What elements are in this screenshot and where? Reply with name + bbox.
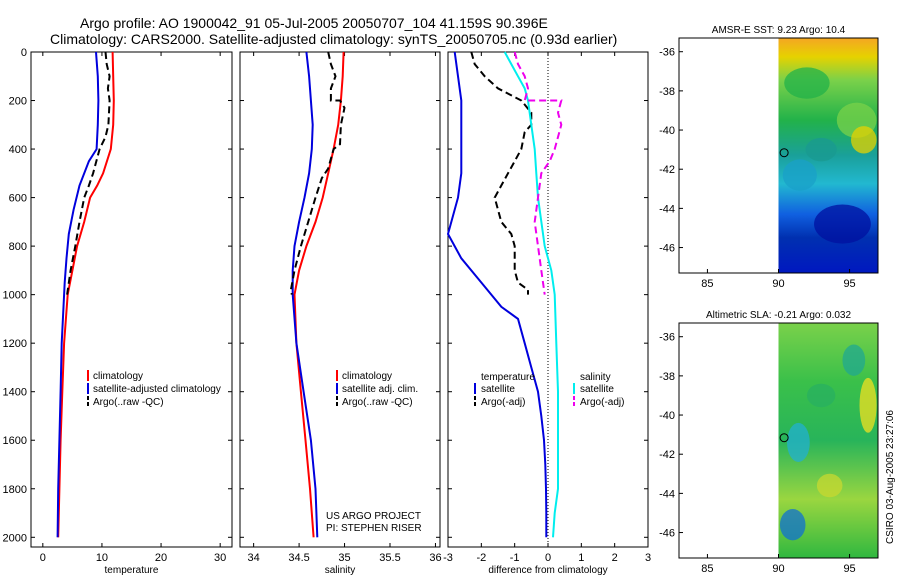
y-tick-label: 1600 xyxy=(3,435,27,447)
y-tick-label: 2000 xyxy=(3,532,27,544)
y-tick-label: 600 xyxy=(9,193,27,205)
x-tick-label: 34 xyxy=(248,552,260,564)
series-line-climatology xyxy=(57,51,115,538)
x-tick-label: 35 xyxy=(338,552,350,564)
y-tick-label: 800 xyxy=(9,241,27,253)
salinity-panel: 34 34.5 35 35.5 36 salinity climatology satelli… xyxy=(239,51,442,576)
map-feature xyxy=(779,509,806,541)
legend-label: Argo(-adj) xyxy=(481,397,525,408)
map-feature xyxy=(784,67,830,99)
title-line-1: Argo profile: AO 1900042_91 05-Jul-2005 … xyxy=(80,15,548,31)
x-tick-label: -1 xyxy=(510,552,520,564)
x-tick-label: 0 xyxy=(545,552,551,564)
legend-label: satellite adj. clim. xyxy=(342,384,418,395)
title-line-2: Climatology: CARS2000. Satellite-adjuste… xyxy=(50,31,617,47)
legend-label: Argo(-adj) xyxy=(580,397,624,408)
axes-frame xyxy=(447,51,649,548)
pi-credit: PI: STEPHEN RISER xyxy=(326,523,422,534)
map-feature xyxy=(859,377,877,433)
map-feature xyxy=(782,159,817,191)
series-line-climatology xyxy=(293,51,345,538)
x-tick-label: 35.5 xyxy=(379,552,400,564)
legend-group-title: salinity xyxy=(580,372,611,383)
map-feature xyxy=(816,473,843,498)
map-title: AMSR-E SST: 9.23 Argo: 10.4 xyxy=(712,25,846,36)
map-feature xyxy=(850,126,877,154)
sla-map-panel: 85 90 95 -36 -38 -40 -42 -44 -46 Altimetric SLA: … xyxy=(659,310,879,575)
y-tick-label: -42 xyxy=(659,164,675,176)
y-tick-label: -36 xyxy=(659,332,675,344)
map-feature xyxy=(787,422,810,463)
legend-label: Argo(..raw -QC) xyxy=(93,397,164,408)
y-tick-label: -46 xyxy=(659,243,675,255)
series-line-satellite-adj-clim- xyxy=(291,51,319,538)
x-tick-label: 85 xyxy=(701,563,713,575)
x-tick-label: 2 xyxy=(612,552,618,564)
legend-label: satellite xyxy=(580,384,614,395)
x-tick-label: 30 xyxy=(214,552,226,564)
x-tick-label: 90 xyxy=(772,563,784,575)
timestamp-stamp: CSIRO 03-Aug-2005 23:27:06 xyxy=(885,410,896,544)
series-line-salinity-satellite xyxy=(503,51,559,538)
y-tick-label: -46 xyxy=(659,528,675,540)
project-credit: US ARGO PROJECT xyxy=(326,511,421,522)
y-tick-label: -38 xyxy=(659,86,675,98)
x-axis-label: salinity xyxy=(325,565,356,576)
series-line-temperature-satellite xyxy=(446,51,548,538)
x-tick-label: 0 xyxy=(40,552,46,564)
series-line-salinity-argo-adj- xyxy=(513,51,563,295)
series-line-temperature-argo-adj- xyxy=(470,51,533,295)
y-tick-label: -38 xyxy=(659,371,675,383)
x-tick-label: -2 xyxy=(476,552,486,564)
legend-group-title: temperature xyxy=(481,372,535,383)
legend-label: climatology xyxy=(93,371,143,382)
float-position-marker xyxy=(779,433,789,443)
y-tick-label: 200 xyxy=(9,96,27,108)
y-tick-label: 0 xyxy=(21,47,27,59)
series-line-argo-raw-qc- xyxy=(289,51,346,295)
x-tick-label: 10 xyxy=(96,552,108,564)
float-position-marker xyxy=(779,148,789,158)
x-axis-label: difference from climatology xyxy=(488,565,607,576)
y-tick-label: -44 xyxy=(659,488,675,500)
y-tick-label: 1200 xyxy=(3,338,27,350)
x-tick-label: 34.5 xyxy=(288,552,309,564)
temperature-panel: 0 10 20 30 0 200 400 600 800 1000 1200 1400 1600 1800… xyxy=(3,47,233,576)
axes-frame xyxy=(30,51,233,548)
y-tick-label: 1800 xyxy=(3,484,27,496)
y-tick-label: -42 xyxy=(659,449,675,461)
y-tick-label: -40 xyxy=(659,410,675,422)
x-tick-label: -3 xyxy=(443,552,453,564)
x-tick-label: 3 xyxy=(645,552,651,564)
x-tick-label: 95 xyxy=(843,563,855,575)
y-tick-label: -36 xyxy=(659,47,675,59)
legend-label: satellite xyxy=(481,384,515,395)
x-tick-label: 90 xyxy=(772,278,784,290)
legend-label: satellite-adjusted climatology xyxy=(93,384,221,395)
map-feature xyxy=(806,383,836,408)
y-tick-label: 1000 xyxy=(3,290,27,302)
series-line-argo-raw-qc- xyxy=(66,51,111,295)
x-tick-label: 1 xyxy=(578,552,584,564)
y-tick-label: -40 xyxy=(659,125,675,137)
x-axis-label: temperature xyxy=(105,565,159,576)
x-tick-label: 20 xyxy=(155,552,167,564)
x-tick-label: 36 xyxy=(429,552,441,564)
map-feature xyxy=(814,204,871,244)
x-tick-label: 95 xyxy=(843,278,855,290)
map-feature xyxy=(805,137,837,162)
map-title: Altimetric SLA: -0.21 Argo: 0.032 xyxy=(706,310,852,321)
difference-panel: -3 -2 -1 0 1 2 3 difference from climatology tem… xyxy=(443,51,651,576)
y-tick-label: 1400 xyxy=(3,387,27,399)
legend-label: climatology xyxy=(342,371,392,382)
series-line-satellite-adjusted-climatology xyxy=(56,51,100,538)
y-tick-label: 400 xyxy=(9,144,27,156)
map-feature xyxy=(842,344,866,376)
sst-map-panel: 85 90 95 -36 -38 -40 -42 -44 -46 AMSR-E SST: 9.23… xyxy=(659,25,879,290)
x-tick-label: 85 xyxy=(701,278,713,290)
y-tick-label: -44 xyxy=(659,203,675,215)
legend-label: Argo(..raw -QC) xyxy=(342,397,413,408)
axes-frame xyxy=(239,51,441,548)
